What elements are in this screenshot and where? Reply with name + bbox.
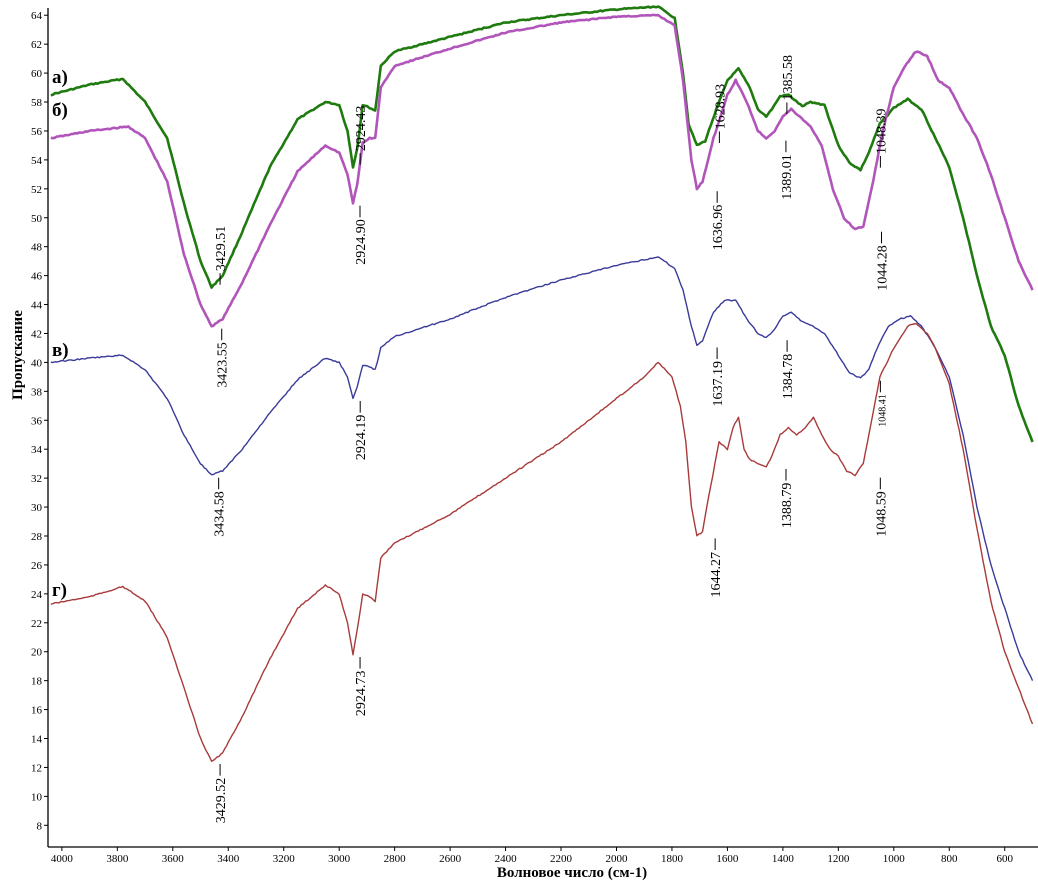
- x-tick-label: 800: [941, 853, 958, 865]
- y-tick-label: 22: [31, 618, 42, 630]
- y-tick-label: 56: [31, 126, 43, 138]
- x-tick-label: 3800: [106, 853, 129, 865]
- x-tick-label: 3200: [273, 853, 296, 865]
- peak-label: 1384.78: [781, 354, 796, 400]
- peak-label: 3429.52: [214, 778, 229, 824]
- peak-label: 1389.01: [780, 154, 795, 200]
- y-tick-label: 30: [31, 502, 43, 514]
- y-tick-label: 42: [31, 328, 42, 340]
- y-tick-label: 62: [31, 39, 42, 51]
- y-axis-ticks: 8 10 12 14 16 18 20 22 24 26 28 30 32 34 36 38 40 42 44 46 4…: [31, 10, 48, 832]
- x-tick-label: 1800: [661, 853, 684, 865]
- x-tick-label: 1400: [772, 853, 795, 865]
- x-tick-label: 2600: [439, 853, 462, 865]
- x-tick-label: 2800: [384, 853, 407, 865]
- peak-label: 2924.73: [354, 671, 369, 717]
- x-axis-ticks: 4000 3800 3600 3400 3200 3000 2800 2600 2400 2200…: [51, 847, 1013, 865]
- peak-label: 1385.58: [781, 55, 796, 101]
- x-tick-label: 2000: [605, 853, 628, 865]
- series-letter-label: а): [52, 67, 68, 88]
- peak-label: 3423.55: [216, 342, 231, 388]
- series-line: [50, 13, 1034, 328]
- y-tick-label: 26: [31, 560, 43, 572]
- x-tick-label: 3000: [328, 853, 351, 865]
- series-labels: а) б) в) г): [52, 67, 69, 601]
- y-tick-label: 14: [31, 734, 43, 746]
- y-tick-label: 34: [31, 444, 43, 456]
- x-axis-title: Волновое число (см-1): [497, 865, 647, 881]
- peak-label: 1637.19: [711, 361, 726, 407]
- x-tick-label: 1600: [716, 853, 739, 865]
- y-tick-label: 24: [31, 589, 43, 601]
- series-letter-label: г): [52, 580, 67, 601]
- x-tick-label: 3400: [217, 853, 240, 865]
- y-tick-label: 48: [31, 242, 43, 254]
- series-line: [50, 322, 1034, 762]
- y-tick-label: 8: [37, 820, 43, 832]
- y-axis-title: Пропускание: [10, 310, 26, 400]
- y-tick-label: 16: [31, 705, 43, 717]
- y-tick-label: 44: [31, 300, 43, 312]
- peak-annotations: 2924.43 1628.93 1385.58 1048.39 3429.51 3423.…: [213, 55, 891, 823]
- peak-label: 2924.43: [354, 106, 369, 152]
- y-tick-label: 52: [31, 184, 42, 196]
- peak-label: 1044.28: [876, 245, 891, 290]
- x-tick-label: 4000: [51, 853, 74, 865]
- y-tick-label: 60: [31, 68, 43, 80]
- series-letter-label: в): [52, 340, 69, 361]
- peak-label: 3429.51: [214, 226, 229, 272]
- y-tick-label: 38: [31, 386, 43, 398]
- peak-label: 1636.96: [711, 205, 726, 251]
- series-line: [50, 256, 1034, 681]
- x-tick-label: 2400: [495, 853, 518, 865]
- y-tick-label: 32: [31, 473, 42, 485]
- series-line: [50, 5, 1034, 443]
- peak-label: 2924.90: [354, 219, 369, 264]
- y-tick-label: 58: [31, 97, 43, 109]
- peak-label: 1628.93: [713, 84, 728, 130]
- series-letter-label: б): [52, 100, 68, 121]
- peak-label: 1048.39: [874, 109, 889, 155]
- y-tick-label: 28: [31, 531, 43, 543]
- y-tick-label: 12: [31, 762, 42, 774]
- x-tick-label: 600: [996, 853, 1013, 865]
- peak-label: 3434.58: [213, 491, 228, 537]
- y-tick-label: 18: [31, 676, 43, 688]
- peak-label: 1644.27: [709, 552, 724, 598]
- y-tick-label: 54: [31, 155, 43, 167]
- x-tick-label: 1200: [827, 853, 850, 865]
- x-tick-label: 2200: [550, 853, 573, 865]
- peak-label: 1048.41: [877, 394, 888, 427]
- y-tick-label: 36: [31, 415, 43, 427]
- x-tick-label: 1000: [883, 853, 906, 865]
- y-tick-label: 10: [31, 791, 43, 803]
- x-tick-label: 3600: [162, 853, 185, 865]
- spectra-series: [50, 5, 1034, 762]
- y-tick-label: 20: [31, 647, 43, 659]
- peak-label: 2924.19: [354, 415, 369, 461]
- y-tick-label: 40: [31, 357, 43, 369]
- y-tick-label: 46: [31, 271, 43, 283]
- y-tick-label: 64: [31, 10, 43, 22]
- peak-label: 1048.59: [874, 491, 889, 537]
- peak-label: 1388.79: [780, 483, 795, 528]
- y-tick-label: 50: [31, 213, 43, 225]
